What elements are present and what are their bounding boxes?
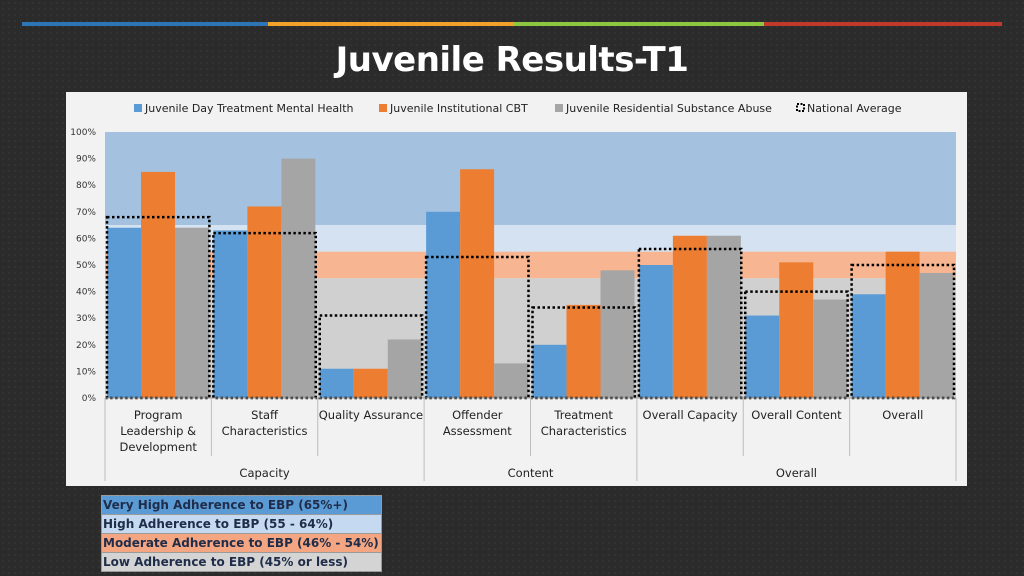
bar-0-5	[638, 265, 673, 398]
adherence-key: Very High Adherence to EBP (65%+) High A…	[101, 495, 382, 572]
category-label: Overall Capacity	[643, 408, 738, 422]
bar-chart: 0% 10% 20% 30% 40% 50% 60% 70% 80% 90% 100% Program…	[70, 102, 957, 481]
legend-label: Juvenile Day Treatment Mental Health	[144, 102, 354, 115]
bar-0-4	[532, 344, 567, 398]
legend-swatch-national-average	[796, 103, 805, 112]
bar-0-1	[213, 230, 248, 398]
national-average-box	[637, 247, 743, 400]
bar-2-1	[281, 158, 316, 398]
bar-2-5	[706, 235, 741, 398]
bar-2-4	[600, 270, 635, 398]
category-label: Quality Assurance	[319, 408, 423, 422]
key-low: Low Adherence to EBP (45% or less)	[102, 553, 381, 571]
category-label: Leadership &	[120, 424, 196, 438]
y-tick-label: 0%	[82, 394, 97, 404]
bar-2-7	[919, 272, 954, 398]
national-average-box	[105, 215, 211, 400]
chart-panel: 0% 10% 20% 30% 40% 50% 60% 70% 80% 90% 100% Program…	[66, 92, 967, 486]
legend-label: Juvenile Residential Substance Abuse	[565, 102, 772, 115]
category-label: Program	[134, 408, 183, 422]
national-average-box	[424, 255, 530, 400]
group-label: Content	[508, 466, 554, 480]
category-label: Development	[119, 440, 197, 454]
accent-bar-orange	[268, 22, 514, 26]
category-label: Staff	[251, 408, 279, 422]
legend-label: National Average	[807, 102, 902, 115]
bar-1-4	[566, 304, 601, 398]
key-moderate: Moderate Adherence to EBP (46% - 54%)	[102, 534, 381, 553]
y-tick-label: 100%	[70, 128, 96, 138]
category-label: Characteristics	[541, 424, 627, 438]
bar-0-2	[319, 368, 354, 398]
bar-1-2	[353, 368, 388, 398]
y-tick-label: 30%	[76, 314, 96, 324]
y-tick-label: 80%	[76, 181, 96, 191]
bar-2-2	[387, 339, 422, 398]
national-average-box	[212, 231, 317, 400]
slide-title: Juvenile Results-T1	[335, 40, 689, 80]
category-label: Offender	[452, 408, 503, 422]
bar-0-0	[107, 227, 141, 398]
bar-1-1	[247, 206, 282, 398]
bar-1-0	[141, 171, 175, 398]
national-average-box	[531, 306, 637, 400]
accent-bar-blue	[22, 22, 268, 26]
y-tick-label: 40%	[76, 288, 96, 298]
category-label: Overall Content	[751, 408, 842, 422]
y-tick-label: 70%	[76, 208, 96, 218]
accent-bar-green	[514, 22, 764, 26]
category-label: Characteristics	[222, 424, 308, 438]
y-tick-label: 10%	[76, 367, 96, 377]
bar-0-6	[745, 315, 780, 398]
bar-0-3	[426, 211, 461, 398]
accent-bar-red	[764, 22, 1002, 26]
legend-swatch	[379, 104, 387, 112]
y-tick-label: 20%	[76, 341, 96, 351]
legend-swatch	[555, 104, 563, 112]
bar-2-0	[175, 227, 209, 398]
category-label: Treatment	[553, 408, 613, 422]
legend-label: Juvenile Institutional CBT	[389, 102, 528, 115]
category-label: Assessment	[443, 424, 512, 438]
key-very-high: Very High Adherence to EBP (65%+)	[102, 496, 381, 515]
group-label: Capacity	[239, 466, 289, 480]
category-label: Overall	[882, 408, 923, 422]
y-tick-label: 90%	[76, 155, 96, 165]
national-average-box	[744, 290, 849, 400]
group-label: Overall	[776, 466, 817, 480]
legend-swatch	[134, 104, 142, 112]
key-high: High Adherence to EBP (55 - 64%)	[102, 515, 381, 534]
bar-1-6	[779, 262, 814, 398]
bar-1-3	[460, 169, 495, 398]
bar-1-7	[885, 251, 920, 398]
y-tick-label: 60%	[76, 234, 96, 244]
bar-2-3	[494, 363, 529, 398]
y-tick-label: 50%	[76, 261, 96, 271]
bar-0-7	[851, 294, 886, 398]
bar-1-5	[672, 235, 707, 398]
band-0	[105, 132, 956, 226]
bar-2-6	[813, 299, 848, 398]
